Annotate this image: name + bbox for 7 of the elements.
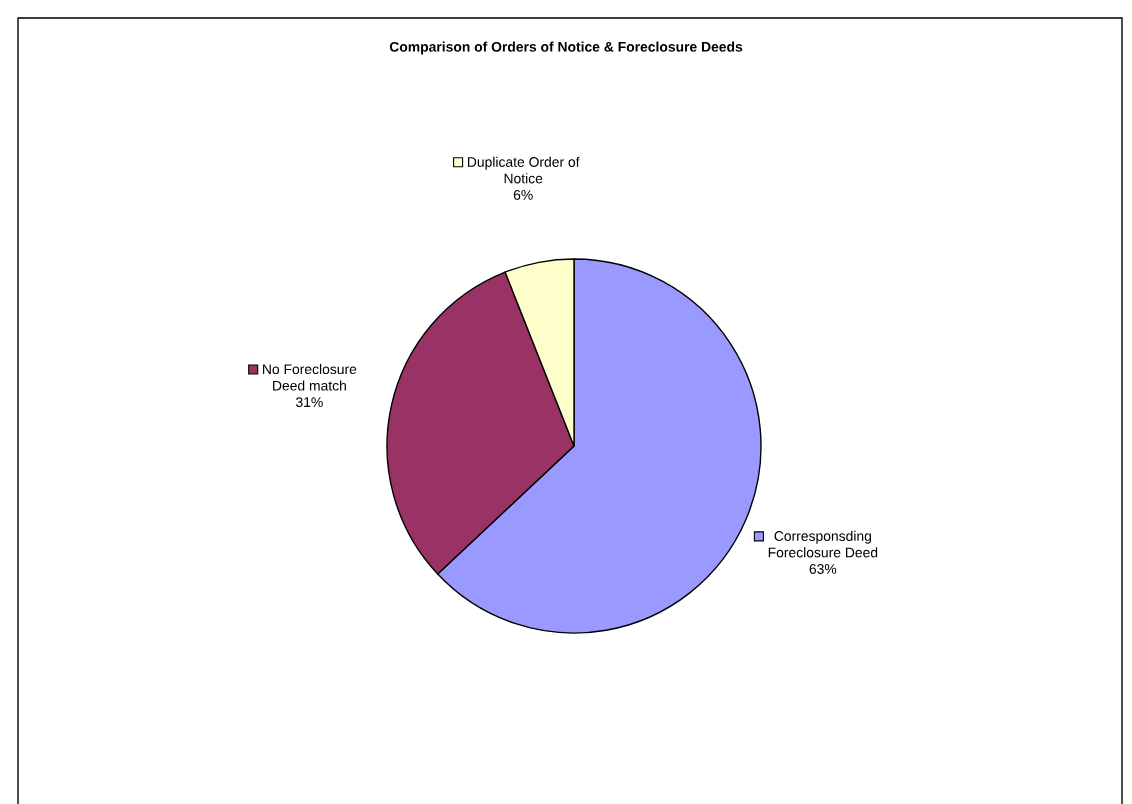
data-label: 63%: [809, 564, 837, 574]
legend-label: Duplicate Order of Notice: [467, 156, 580, 184]
legend-label: Corresponsding Foreclosure Deed: [768, 530, 878, 558]
data-label: 31%: [296, 397, 323, 408]
legend-label: No Foreclosure Deed match: [263, 363, 357, 391]
data-label: 6%: [513, 190, 533, 200]
chart-title: Comparison of Orders of Notice & Foreclosure Deeds: [389, 41, 743, 55]
